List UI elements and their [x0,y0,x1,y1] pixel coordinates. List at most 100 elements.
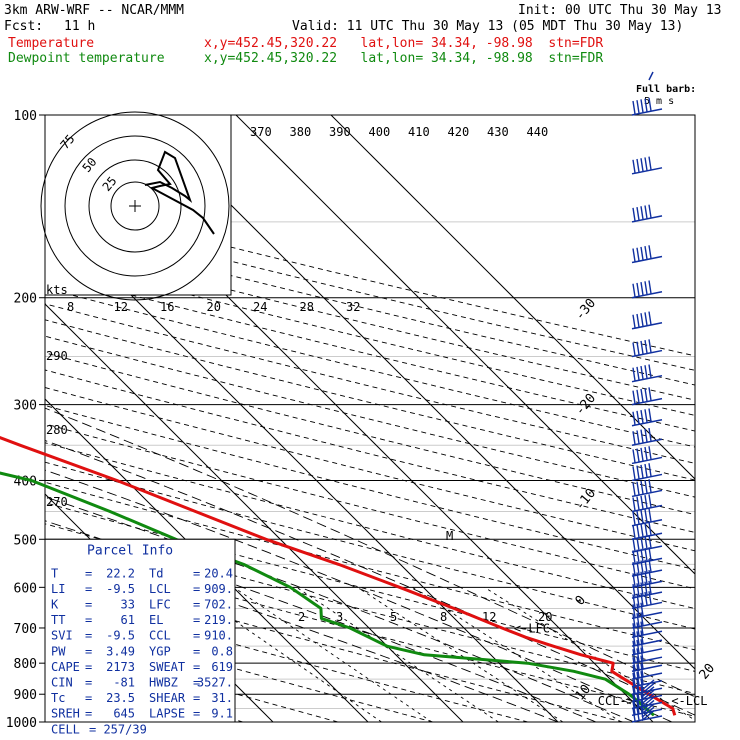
barb-legend-title: Full barb: [636,84,696,95]
background-lines [45,115,695,722]
wind-barb-feather [640,158,644,172]
wind-barb-feather [632,623,636,637]
parcel-key: PW [51,644,66,658]
mixing-ratio-top-label-16: 16 [160,300,174,314]
parcel-eq: = [85,675,92,689]
wind-barb-staff [641,706,655,718]
wind-barb-feather [636,430,640,444]
wind-barb-feather [636,561,640,575]
wind-barb-feather [648,280,652,294]
wind-barb-feather [648,570,652,584]
wind-barb-feather [648,558,652,573]
theta-left-label-280: 280 [46,423,68,437]
parcel-value: 3.49 [106,644,135,658]
pressure-label-200: 200 [14,292,37,307]
wind-barb-feather [636,603,640,617]
wind-barb-feather [644,509,648,523]
wind-barb-staff [631,167,663,175]
wind-barb-feather [640,523,644,537]
wind-barb-staff [641,679,655,691]
wind-barb-feather [640,480,644,494]
theta-label-400: 400 [369,125,391,139]
wind-barb-feather [636,158,640,173]
pressure-label-100: 100 [14,109,37,124]
parcel-key: Tc [51,691,65,705]
wind-barb-feather [640,560,644,574]
parcel-key2: LFC [149,597,171,611]
wind-barb-feather [636,100,640,114]
wind-barb-staff [631,349,663,358]
parcel-eq2: = [193,566,200,580]
m-marker: M [446,529,453,543]
parcel-eq: = [85,582,92,596]
wind-barb-feather [632,431,636,445]
wind-barb-feather [648,494,652,508]
wind-barb-staff [631,489,663,498]
parcel-key2: LCL [149,582,171,596]
theta-label-390: 390 [329,125,351,139]
wind-barb-feather [640,388,644,403]
wind-barb-feather [644,479,648,494]
wind-barb-feather [636,593,640,607]
wind-barb-feather [640,429,644,443]
wind-barb-feather [644,581,648,595]
mixing-ratio-top-label-20: 20 [207,300,221,314]
valid-time: Valid: 11 UTC Thu 30 May 13 (05 MDT Thu … [292,19,684,34]
moist-adiabat-line [45,496,635,722]
wind-barb-feather [648,534,652,549]
dewpoint-profile [0,471,655,717]
wind-barb-feather [636,510,640,525]
parcel-value: -81 [113,675,135,689]
wind-barb-feather [636,247,640,261]
theta-label-420: 420 [448,125,470,139]
wind-barb-feather [632,694,636,708]
fcst-value: 11 h [64,19,96,34]
wind-barb-feather [648,156,652,170]
wind-barb-feather [636,496,640,510]
wind-barb-staff [631,418,663,427]
isotherm-line [140,115,695,670]
wind-barb-feather [648,547,652,561]
wind-barb-feather [648,97,652,111]
parcel-value: 2173 [106,660,135,674]
parcel-value2: 3527. [197,675,233,689]
parcel-value: 22.2 [106,566,135,580]
dry-adiabat-line [45,481,695,651]
wind-barb-feather [632,390,636,404]
pressure-label-700: 700 [14,622,37,637]
wind-barb-feather [632,701,636,715]
wind-barb-staff [631,438,663,446]
wind-barb-feather [640,655,644,669]
parcel-key: SREH [51,707,80,721]
wind-barb-feather [636,639,640,654]
wind-barb-staff [631,672,663,680]
wind-barb-feather [644,312,648,326]
wind-barb-staff [631,687,663,695]
wind-barb-feather [644,559,648,573]
wind-barb-staff [631,255,663,264]
isotherm-label-0: 0 [573,593,590,609]
wind-barb-feather [640,630,644,644]
parcel-key: T [51,566,58,580]
mixing-ratio-top-label-32: 32 [346,300,360,314]
wind-barb-feather [640,495,644,510]
wind-barb-feather [640,313,644,327]
wind-barb-feather [648,245,652,259]
parcel-eq: = [85,566,92,580]
parcel-value: -9.5 [106,629,135,643]
level-label-lfc: <-LFC [514,622,550,636]
wind-barb-staff [631,664,663,673]
wind-barb-feather [632,283,636,297]
wind-barb-feather [632,680,636,694]
wind-barb-feather [636,648,640,662]
wind-barb-staff [631,680,663,688]
parcel-value2: 702. [204,597,233,611]
wind-barb-feather [640,464,644,478]
wind-barb-feather [636,622,640,636]
wind-barb-feather [640,602,644,616]
dry-adiabat-line [45,352,695,516]
moist-adiabat-line [45,407,695,698]
parcel-value2: 9.1 [211,707,233,721]
wind-barb-feather [636,481,640,495]
